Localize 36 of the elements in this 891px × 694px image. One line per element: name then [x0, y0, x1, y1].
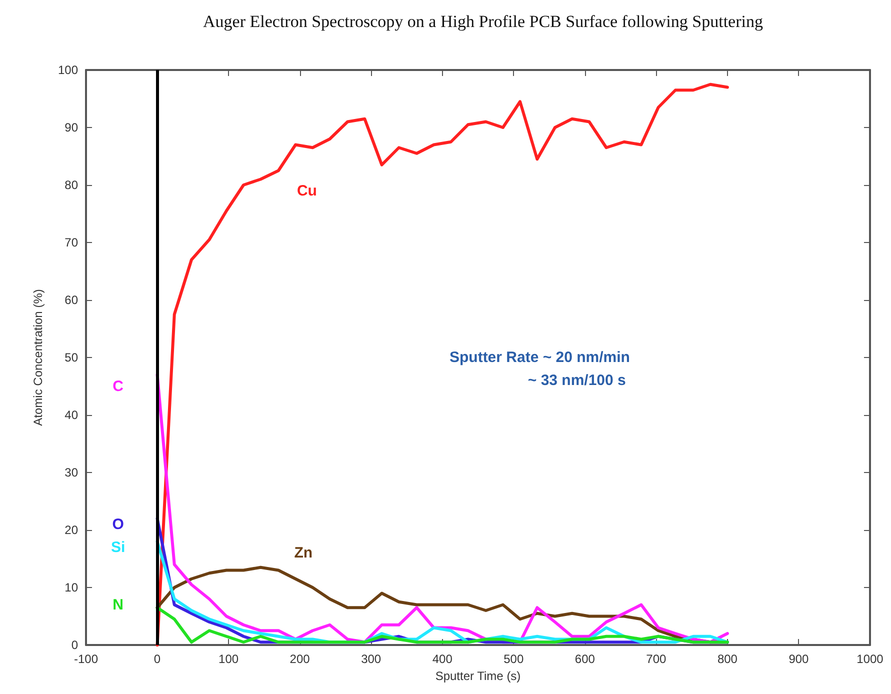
x-tick-label: 400	[432, 652, 453, 666]
x-tick-label: 500	[504, 652, 524, 666]
text: O	[112, 516, 124, 533]
y-tick-label: 30	[64, 466, 78, 480]
annotation: Sputter Rate ~ 20 nm/min	[449, 349, 630, 366]
x-axis-title: Sputter Time (s)	[435, 668, 521, 683]
y-tick-label: 60	[64, 293, 78, 307]
y-tick-label: 90	[64, 120, 78, 134]
x-tick-label: 700	[646, 652, 667, 666]
chart-title: Auger Electron Spectroscopy on a High Profile PCB Surface following Sputtering	[203, 12, 764, 31]
y-tick-label: 0	[71, 638, 78, 652]
x-tick-label: 0	[154, 652, 161, 666]
line-series	[156, 82, 729, 646]
text: N	[112, 596, 124, 614]
series-label: Cu	[296, 182, 317, 200]
text: C	[112, 378, 124, 395]
x-tick-label: 300	[361, 652, 382, 666]
x-tick-label: 600	[574, 652, 596, 666]
y-tick-label: 10	[64, 580, 78, 594]
x-tick-label: 800	[717, 652, 738, 666]
x-tick-label: 900	[788, 652, 810, 666]
x-tick-label: 200	[290, 652, 310, 666]
y-tick-label: 80	[64, 178, 78, 192]
y-tick-label: 20	[64, 523, 78, 537]
y-tick-label: 70	[64, 236, 78, 250]
annotation: ~ 33 nm/100 s	[528, 372, 626, 389]
x-tick-label: 100	[218, 652, 239, 666]
y-tick-label: 50	[64, 350, 78, 364]
x-tick-label: 1000	[856, 652, 884, 666]
x-tick-label: -100	[74, 652, 98, 666]
y-axis-title: Atomic Concentration (%)	[31, 289, 45, 426]
series-label: Zn	[294, 544, 313, 562]
y-tick-label: 40	[64, 408, 78, 422]
text: Si	[110, 538, 126, 556]
line-series	[156, 606, 729, 644]
y-tick-label: 100	[58, 63, 78, 77]
